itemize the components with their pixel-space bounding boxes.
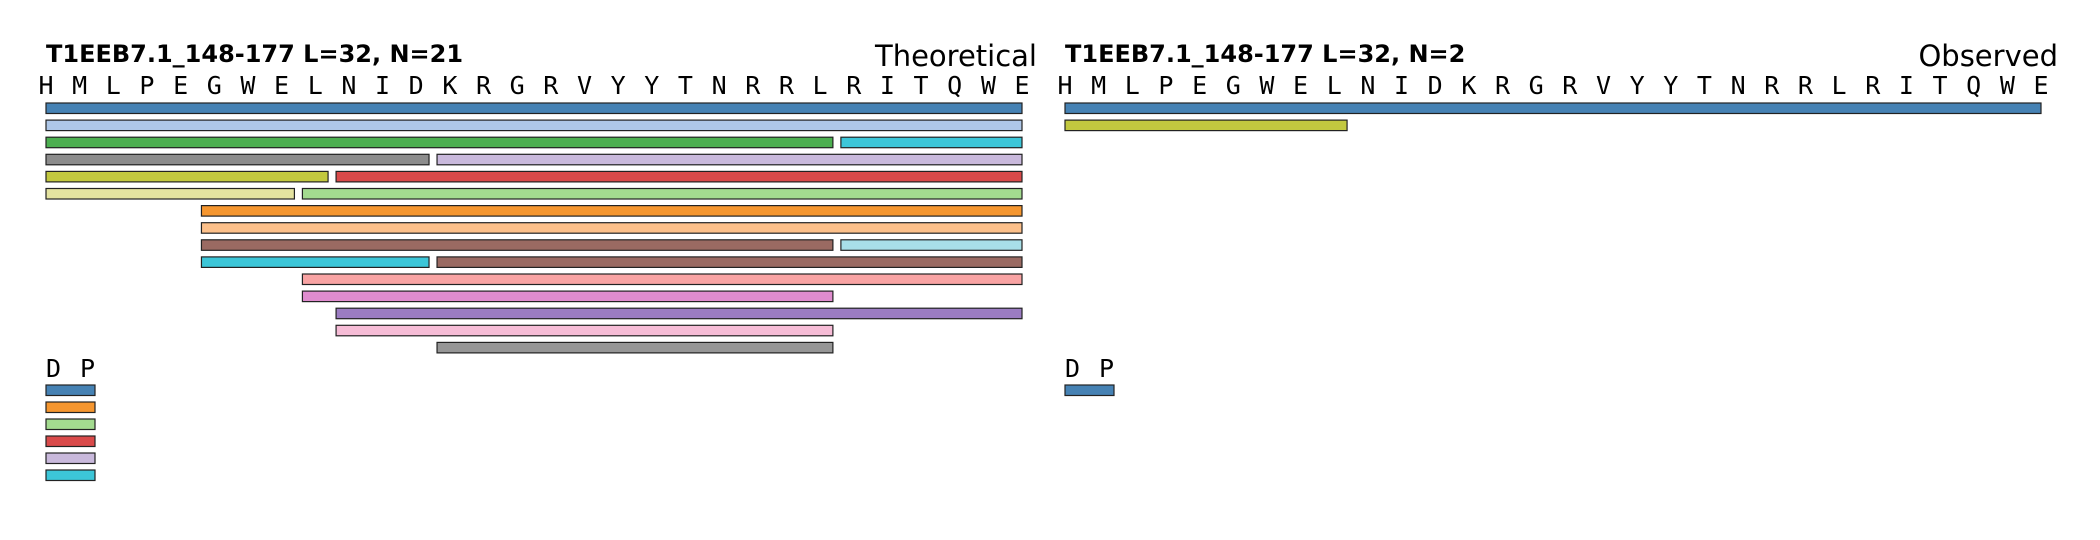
observed-residue: V [1596, 71, 1611, 100]
theoretical-tail-residue: D [46, 354, 61, 383]
theoretical-tail-bar [45, 401, 96, 414]
theoretical-fragment-bar [335, 307, 1023, 320]
observed-tail-bar [1064, 384, 1115, 397]
theoretical-residue: R [846, 71, 862, 100]
observed-residue: I [1899, 71, 1914, 100]
theoretical-tail-bar [45, 452, 96, 465]
observed-residue: D [1428, 71, 1443, 100]
theoretical-residue: D [409, 71, 424, 100]
theoretical-panel-label: Theoretical [874, 39, 1037, 73]
observed-residue: L [1327, 71, 1342, 100]
theoretical-fragment-bar [200, 256, 430, 268]
theoretical-tail-bar [45, 384, 96, 397]
theoretical-fragment-bar [200, 239, 834, 251]
theoretical-residue: T [914, 71, 929, 100]
observed-residue: L [1125, 71, 1140, 100]
theoretical-fragment-bar [45, 119, 1023, 132]
theoretical-residue: V [577, 71, 592, 100]
theoretical-panel-title: T1EEB7.1_148-177 L=32, N=21 [46, 40, 463, 68]
theoretical-residue: Y [644, 71, 659, 100]
theoretical-tail-bar [45, 469, 96, 482]
theoretical-fragment-bar [436, 153, 1023, 166]
observed-residue: R [1865, 71, 1881, 100]
observed-residue: T [1933, 71, 1948, 100]
theoretical-fragment-bar [45, 187, 296, 200]
observed-fragment-bar [1064, 119, 1348, 132]
theoretical-fragment-bar [335, 324, 834, 337]
observed-residue: T [1697, 71, 1712, 100]
theoretical-residue: I [375, 71, 390, 100]
observed-residue: E [2033, 71, 2048, 100]
theoretical-residue: I [880, 71, 895, 100]
theoretical-fragment-bar [840, 136, 1023, 149]
observed-residue: Q [1966, 71, 1981, 100]
observed-residue: R [1798, 71, 1814, 100]
observed-residue: H [1057, 71, 1072, 100]
theoretical-fragment-bar [840, 239, 1023, 251]
theoretical-residue: L [308, 71, 323, 100]
observed-residue: E [1192, 71, 1207, 100]
theoretical-residue: R [543, 71, 559, 100]
theoretical-residue: E [1014, 71, 1029, 100]
observed-residue: W [2000, 71, 2016, 100]
theoretical-residue: G [207, 71, 222, 100]
theoretical-residue: W [240, 71, 256, 100]
theoretical-fragment-bar [200, 222, 1023, 234]
theoretical-residue: E [274, 71, 289, 100]
observed-residue: R [1495, 71, 1511, 100]
observed-residue: Y [1630, 71, 1645, 100]
observed-residue: K [1461, 71, 1476, 100]
theoretical-residue: P [139, 71, 154, 100]
theoretical-fragment-bar [45, 102, 1023, 115]
observed-panel-label: Observed [1918, 39, 2058, 73]
theoretical-residue: R [745, 71, 761, 100]
observed-residue: R [1562, 71, 1578, 100]
theoretical-residue: W [981, 71, 997, 100]
theoretical-fragment-bar [45, 136, 834, 149]
theoretical-residue: N [341, 71, 356, 100]
theoretical-fragment-bar [335, 170, 1023, 183]
theoretical-fragment-bar [45, 153, 430, 166]
observed-residue: L [1832, 71, 1847, 100]
observed-residue: R [1764, 71, 1780, 100]
observed-residue: N [1731, 71, 1746, 100]
theoretical-fragment-bar [436, 341, 834, 354]
observed-residue: E [1293, 71, 1308, 100]
theoretical-fragment-bar [200, 205, 1023, 217]
theoretical-tail-bar [45, 435, 96, 448]
observed-residue: I [1394, 71, 1409, 100]
theoretical-fragment-bar [45, 170, 329, 183]
theoretical-fragment-bar [301, 187, 1023, 200]
observed-tail-residue: P [1099, 354, 1114, 383]
theoretical-residue: Y [611, 71, 626, 100]
observed-residue: M [1091, 71, 1106, 100]
theoretical-residue: Q [947, 71, 962, 100]
theoretical-residue: L [813, 71, 828, 100]
theoretical-residue: L [106, 71, 121, 100]
observed-panel-title: T1EEB7.1_148-177 L=32, N=2 [1065, 40, 1465, 68]
theoretical-fragment-bar [301, 290, 834, 303]
theoretical-fragment-bar [301, 273, 1023, 286]
observed-residue: G [1226, 71, 1241, 100]
observed-residue: W [1259, 71, 1275, 100]
theoretical-fragment-bar [436, 256, 1023, 268]
theoretical-residue: K [442, 71, 457, 100]
observed-residue: N [1360, 71, 1375, 100]
theoretical-tail-bar [45, 418, 96, 431]
theoretical-residue: E [173, 71, 188, 100]
observed-residue: Y [1663, 71, 1678, 100]
observed-residue: G [1529, 71, 1544, 100]
observed-residue: P [1158, 71, 1173, 100]
theoretical-residue: H [38, 71, 53, 100]
theoretical-residue: R [779, 71, 795, 100]
theoretical-residue: M [72, 71, 87, 100]
observed-fragment-bar [1064, 102, 2042, 115]
theoretical-residue: T [678, 71, 693, 100]
observed-tail-residue: D [1065, 354, 1080, 383]
theoretical-residue: N [712, 71, 727, 100]
theoretical-residue: R [476, 71, 492, 100]
theoretical-tail-residue: P [80, 354, 95, 383]
theoretical-residue: G [510, 71, 525, 100]
